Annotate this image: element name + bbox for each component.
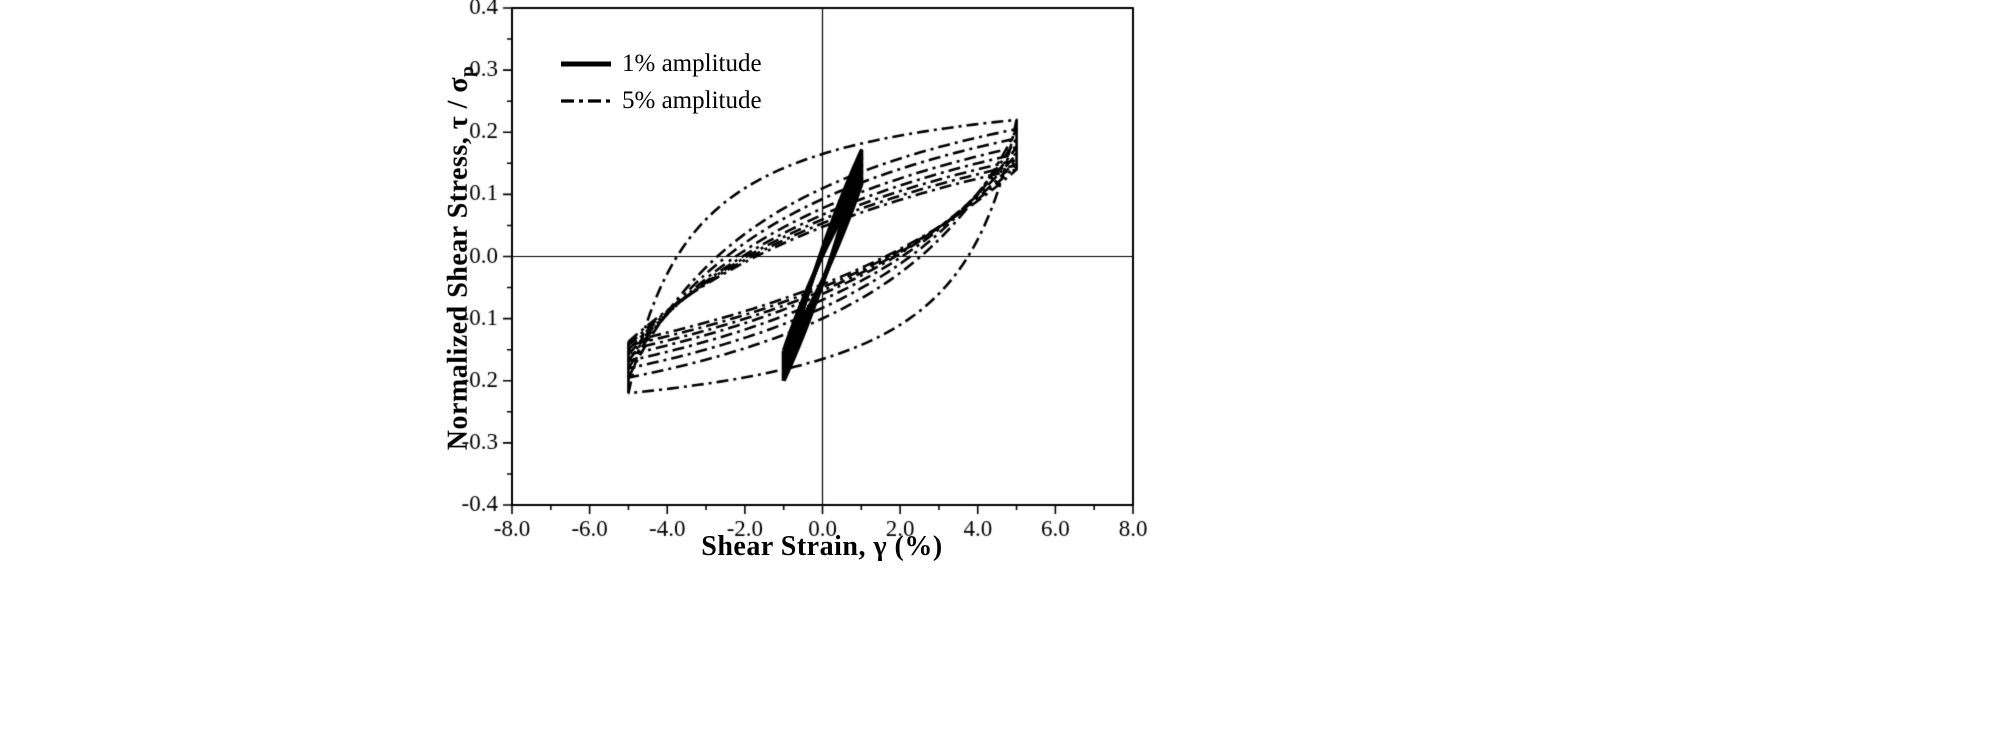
legend: 1% amplitude 5% amplitude [560, 50, 762, 115]
legend-label-1pct: 1% amplitude [622, 50, 762, 77]
y-axis-title: Normalized Shear Stress, τ / σp [443, 66, 480, 451]
legend-label-5pct: 5% amplitude [622, 87, 762, 114]
solid-line-sample-icon [561, 61, 611, 67]
dashdot-line-sample-icon [561, 99, 611, 103]
legend-entry-5pct-amplitude: 5% amplitude [560, 87, 762, 115]
y-axis-title-text: Normalized Shear Stress, τ / σ [442, 76, 474, 451]
y-axis-title-subscript: p [457, 65, 479, 77]
x-axis-title: Shear Strain, γ (%) [701, 531, 943, 562]
legend-entry-1pct-amplitude: 1% amplitude [560, 50, 762, 78]
